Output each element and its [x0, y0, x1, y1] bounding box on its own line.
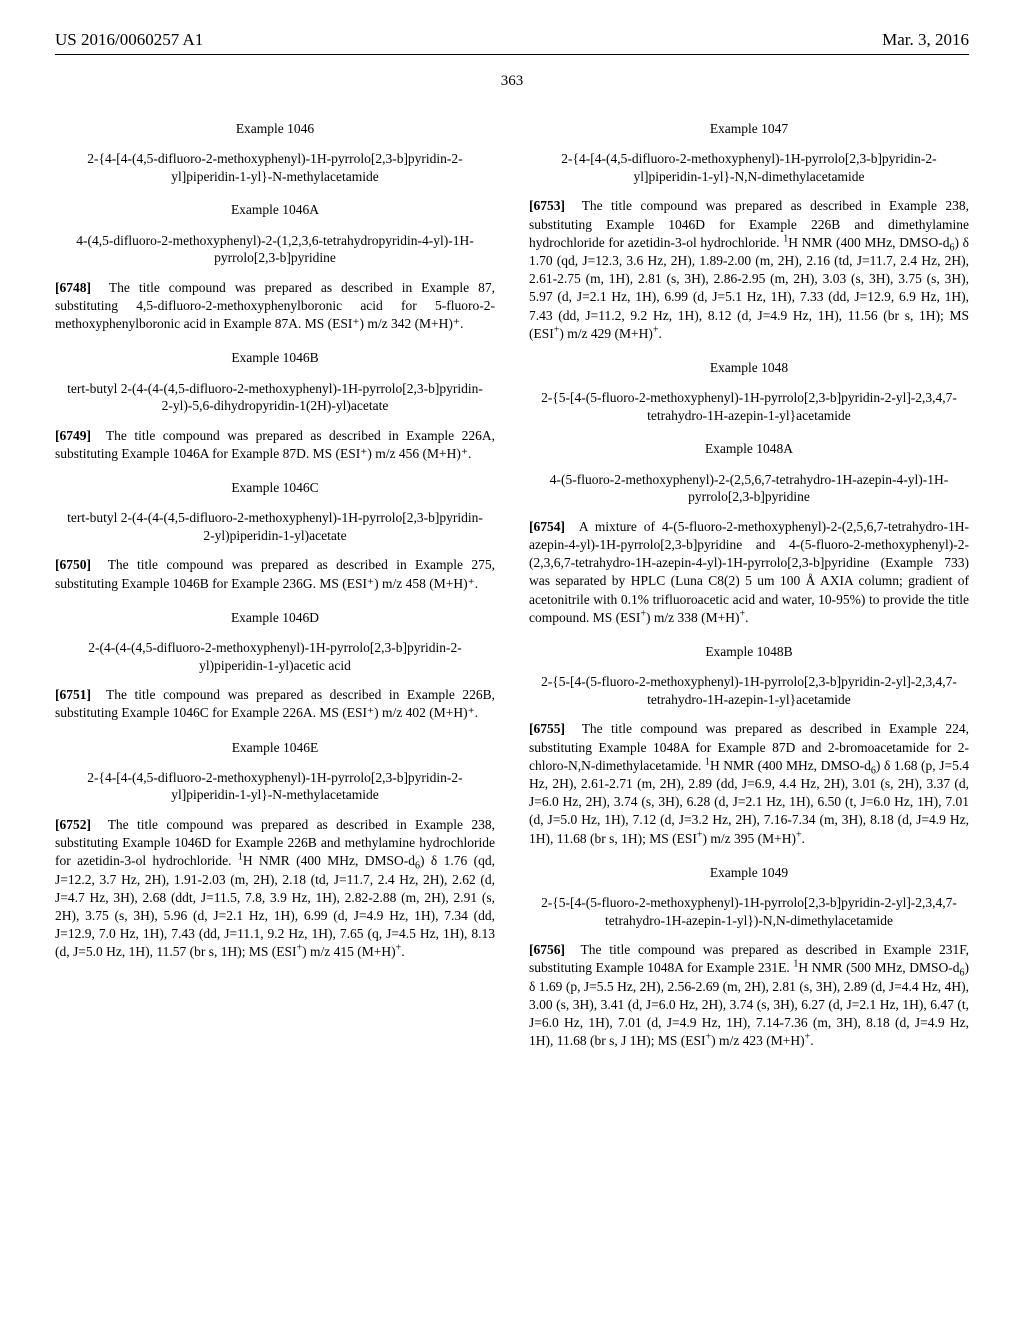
paragraph: [6754] A mixture of 4-(5-fluoro-2-methox… — [529, 518, 969, 627]
content-columns: Example 1046 2-{4-[4-(4,5-difluoro-2-met… — [55, 116, 969, 1062]
paragraph-body: The title compound was prepared as descr… — [529, 721, 969, 845]
paragraph: [6755] The title compound was prepared a… — [529, 720, 969, 848]
paragraph-body: The title compound was prepared as descr… — [55, 817, 495, 960]
paragraph-body: The title compound was prepared as descr… — [55, 687, 495, 720]
compound-title: 2-{5-[4-(5-fluoro-2-methoxyphenyl)-1H-py… — [540, 389, 958, 424]
publication-date: Mar. 3, 2016 — [882, 30, 969, 50]
paragraph-body: The title compound was prepared as descr… — [529, 942, 969, 1048]
paragraph-body: The title compound was prepared as descr… — [55, 428, 495, 461]
left-column: Example 1046 2-{4-[4-(4,5-difluoro-2-met… — [55, 116, 495, 1062]
paragraph: [6751] The title compound was prepared a… — [55, 686, 495, 722]
paragraph-number: [6749] — [55, 428, 91, 443]
paragraph: [6752] The title compound was prepared a… — [55, 816, 495, 962]
paragraph-body: The title compound was prepared as descr… — [55, 280, 495, 331]
example-heading: Example 1049 — [529, 864, 969, 882]
example-heading: Example 1046 — [55, 120, 495, 138]
compound-title: 2-{5-[4-(5-fluoro-2-methoxyphenyl)-1H-py… — [540, 673, 958, 708]
compound-title: tert-butyl 2-(4-(4-(4,5-difluoro-2-metho… — [66, 380, 484, 415]
paragraph-number: [6748] — [55, 280, 91, 295]
paragraph-number: [6753] — [529, 198, 565, 213]
compound-title: 2-{4-[4-(4,5-difluoro-2-methoxyphenyl)-1… — [66, 150, 484, 185]
example-heading: Example 1047 — [529, 120, 969, 138]
example-heading: Example 1046D — [55, 609, 495, 627]
compound-title: 2-{4-[4-(4,5-difluoro-2-methoxyphenyl)-1… — [540, 150, 958, 185]
paragraph: [6749] The title compound was prepared a… — [55, 427, 495, 463]
paragraph-number: [6751] — [55, 687, 91, 702]
page-number: 363 — [55, 73, 969, 90]
paragraph-body: The title compound was prepared as descr… — [55, 557, 495, 590]
paragraph-number: [6755] — [529, 721, 565, 736]
paragraph-body: The title compound was prepared as descr… — [529, 198, 969, 341]
publication-number: US 2016/0060257 A1 — [55, 30, 203, 50]
right-column: Example 1047 2-{4-[4-(4,5-difluoro-2-met… — [529, 116, 969, 1062]
example-heading: Example 1048A — [529, 440, 969, 458]
paragraph-number: [6750] — [55, 557, 91, 572]
compound-title: 2-{4-[4-(4,5-difluoro-2-methoxyphenyl)-1… — [66, 769, 484, 804]
paragraph: [6748] The title compound was prepared a… — [55, 279, 495, 334]
paragraph: [6750] The title compound was prepared a… — [55, 556, 495, 592]
paragraph-body: A mixture of 4-(5-fluoro-2-methoxyphenyl… — [529, 519, 969, 625]
paragraph: [6753] The title compound was prepared a… — [529, 197, 969, 343]
example-heading: Example 1046A — [55, 201, 495, 219]
paragraph-number: [6756] — [529, 942, 565, 957]
compound-title: 4-(4,5-difluoro-2-methoxyphenyl)-2-(1,2,… — [66, 232, 484, 267]
compound-title: 2-(4-(4-(4,5-difluoro-2-methoxyphenyl)-1… — [66, 639, 484, 674]
page-header: US 2016/0060257 A1 Mar. 3, 2016 — [55, 30, 969, 55]
paragraph: [6756] The title compound was prepared a… — [529, 941, 969, 1050]
compound-title: 4-(5-fluoro-2-methoxyphenyl)-2-(2,5,6,7-… — [540, 471, 958, 506]
compound-title: 2-{5-[4-(5-fluoro-2-methoxyphenyl)-1H-py… — [540, 894, 958, 929]
example-heading: Example 1048 — [529, 359, 969, 377]
example-heading: Example 1046C — [55, 479, 495, 497]
compound-title: tert-butyl 2-(4-(4-(4,5-difluoro-2-metho… — [66, 509, 484, 544]
paragraph-number: [6752] — [55, 817, 91, 832]
example-heading: Example 1046E — [55, 739, 495, 757]
paragraph-number: [6754] — [529, 519, 565, 534]
example-heading: Example 1048B — [529, 643, 969, 661]
example-heading: Example 1046B — [55, 349, 495, 367]
